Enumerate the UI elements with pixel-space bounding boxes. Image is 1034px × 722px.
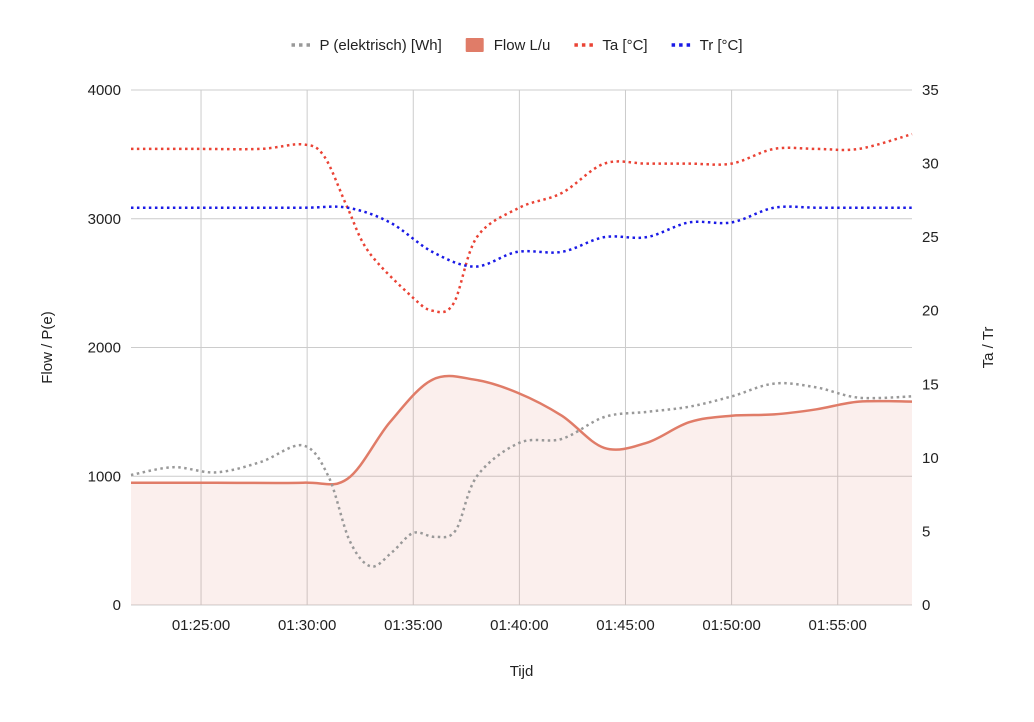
legend: P (elektrisch) [Wh] Flow L/u Ta [°C] Tr [°C… — [292, 37, 743, 54]
y-left-tick-label: 0 — [113, 597, 121, 614]
y-axis-right-title: Ta / Tr — [980, 327, 997, 369]
legend-item: Flow L/u — [466, 37, 551, 54]
y-right-tick-label: 35 — [922, 82, 939, 99]
legend-item: Tr [°C] — [672, 37, 743, 54]
y-right-tick-label: 30 — [922, 156, 939, 173]
series-line-tr-c — [131, 207, 912, 267]
x-tick-label: 01:40:00 — [490, 617, 548, 634]
y-left-tick-label: 1000 — [88, 468, 121, 485]
y-left-tick-label: 4000 — [88, 82, 121, 99]
y-right-tick-label: 10 — [922, 450, 939, 467]
legend-item: Ta [°C] — [574, 37, 647, 54]
series-area-flow-l-u — [131, 376, 912, 605]
legend-label: P (elektrisch) [Wh] — [320, 37, 442, 54]
y-right-tick-label: 5 — [922, 523, 930, 540]
series-group — [131, 134, 912, 605]
x-tick-label: 01:25:00 — [172, 617, 230, 634]
x-tick-label: 01:35:00 — [384, 617, 442, 634]
y-left-tick-label: 2000 — [88, 340, 121, 357]
y-right-tick-label: 0 — [922, 597, 930, 614]
legend-label: Flow L/u — [494, 37, 551, 54]
legend-item: P (elektrisch) [Wh] — [292, 37, 442, 54]
y-left-tick-label: 3000 — [88, 211, 121, 228]
legend-swatch — [466, 38, 484, 52]
x-tick-label: 01:55:00 — [809, 617, 867, 634]
y-right-tick-label: 15 — [922, 376, 939, 393]
x-axis-title: Tijd — [510, 663, 534, 680]
series-line-ta-c — [131, 134, 912, 312]
y-axis-left-title: Flow / P(e) — [39, 311, 56, 384]
x-tick-label: 01:50:00 — [702, 617, 760, 634]
x-tick-label: 01:45:00 — [596, 617, 654, 634]
y-right-tick-label: 20 — [922, 303, 939, 320]
legend-label: Ta [°C] — [602, 37, 647, 54]
x-tick-label: 01:30:00 — [278, 617, 336, 634]
legend-label: Tr [°C] — [700, 37, 743, 54]
y-right-tick-label: 25 — [922, 229, 939, 246]
